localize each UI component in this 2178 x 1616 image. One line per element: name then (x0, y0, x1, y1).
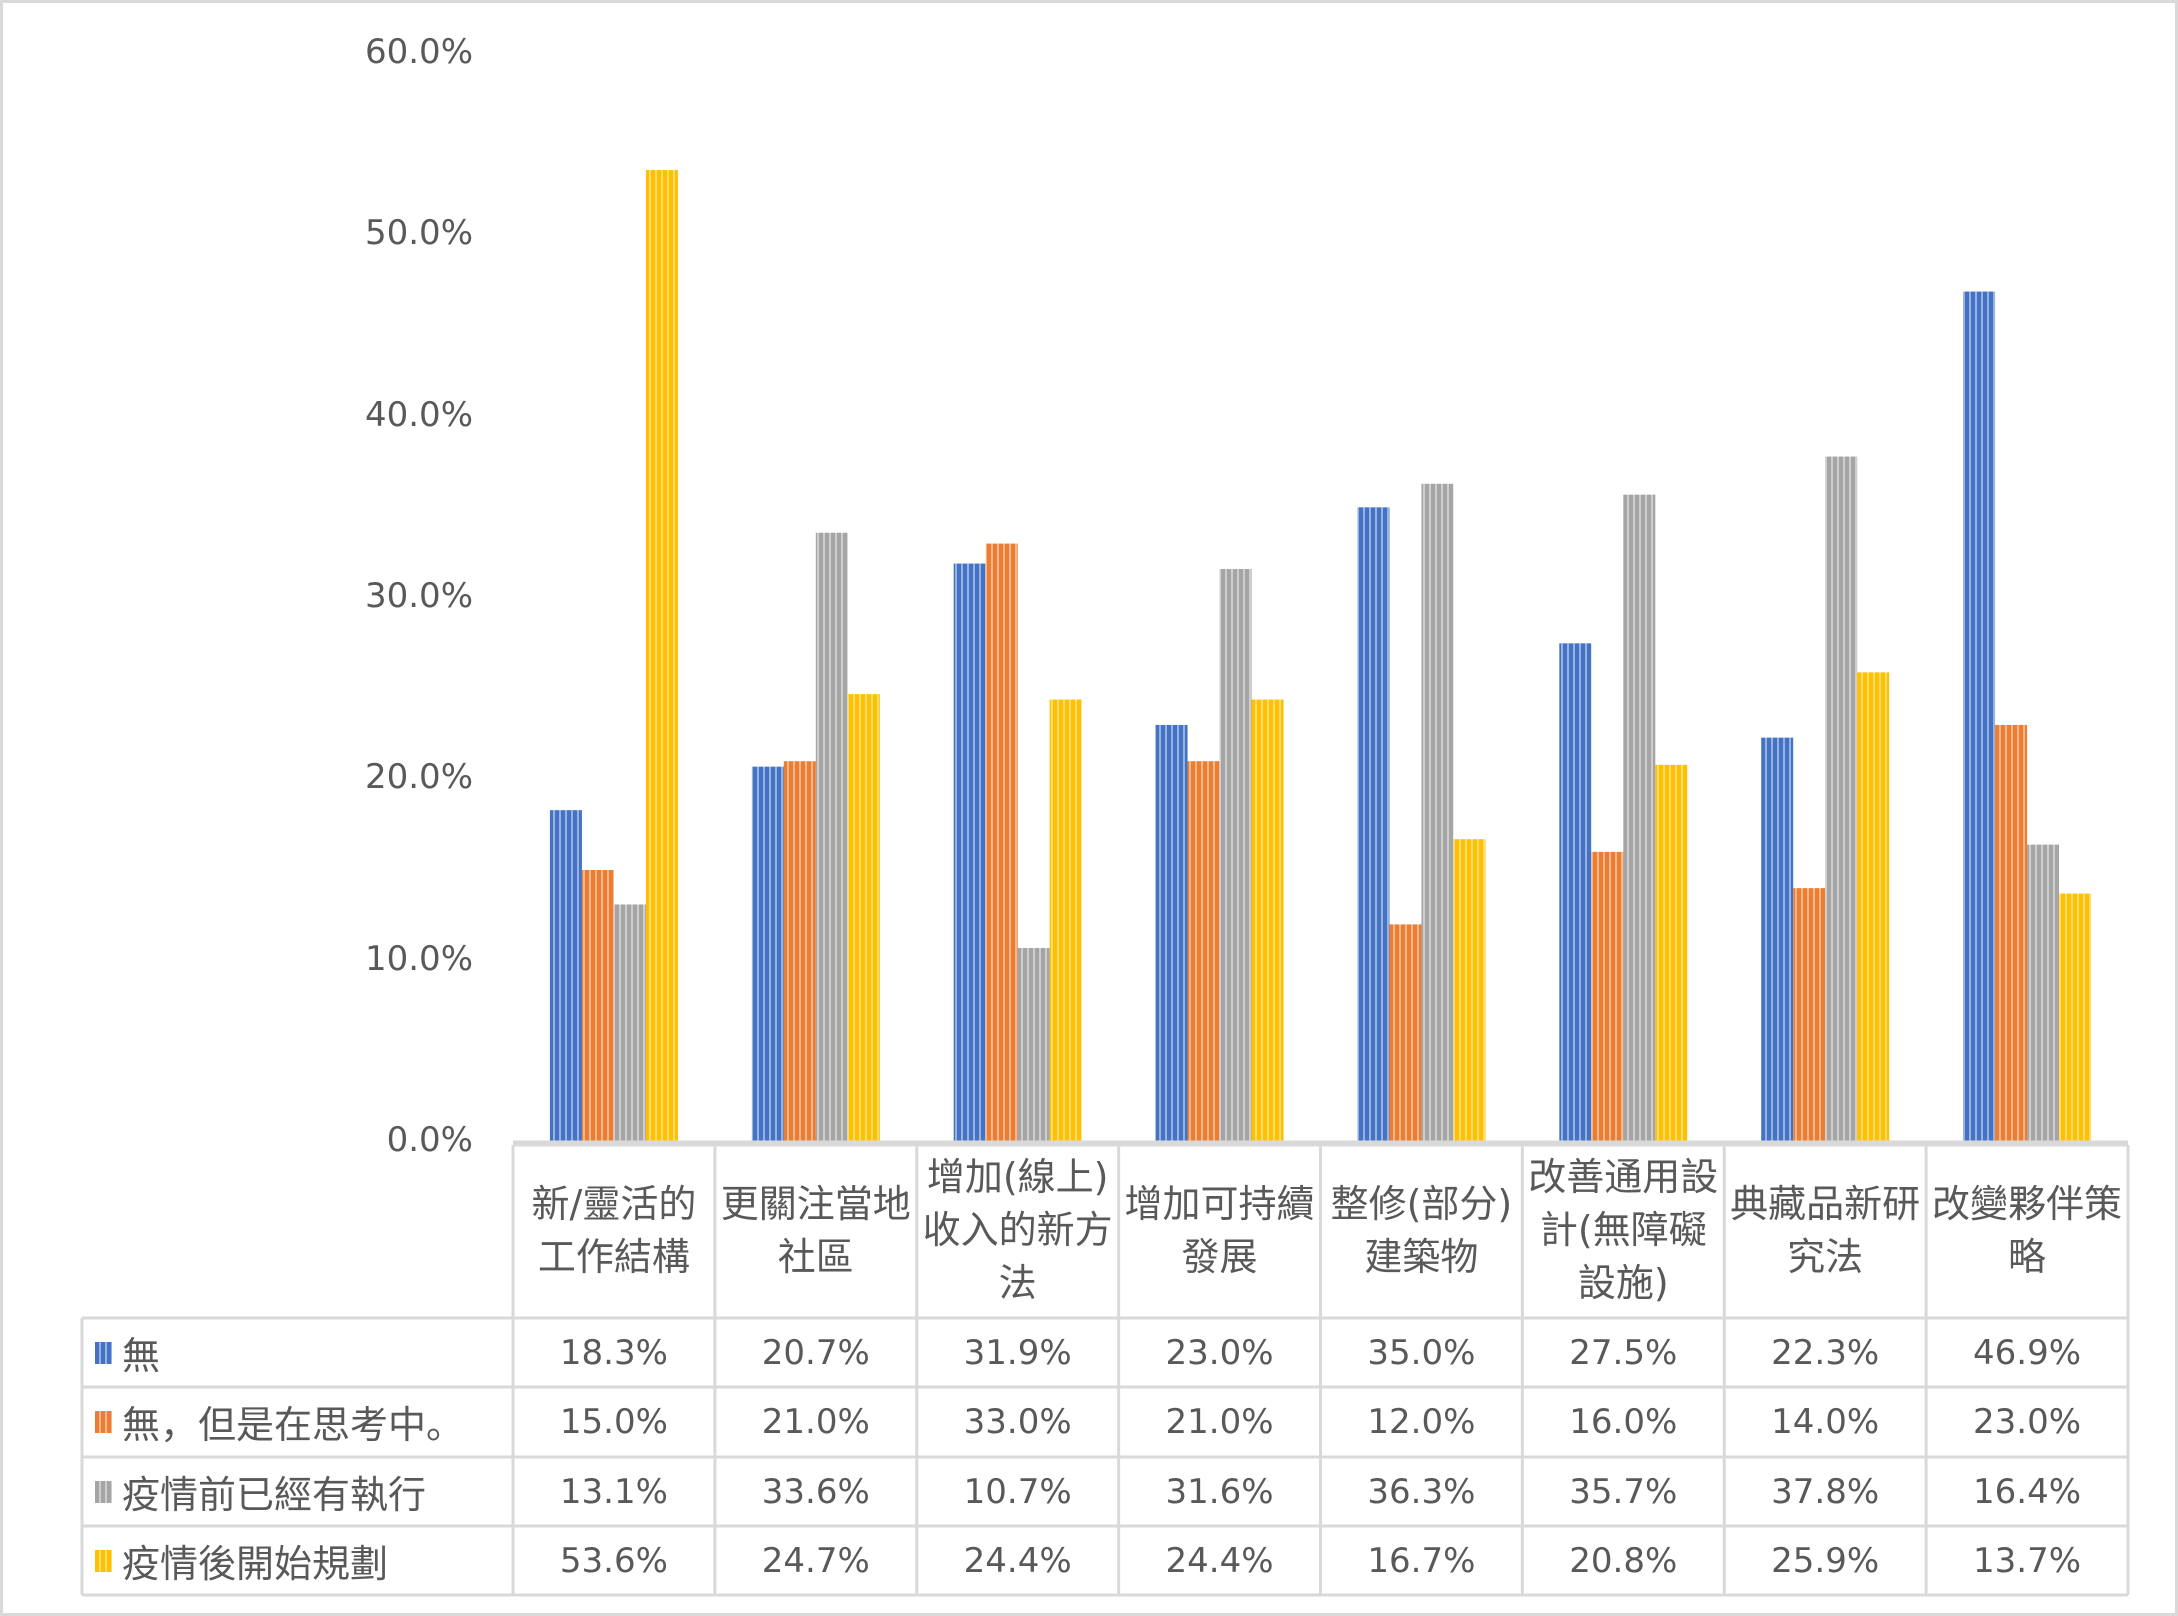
bar (1219, 568, 1252, 1142)
bar (1421, 483, 1454, 1142)
data-label: 31.6% (1165, 1471, 1274, 1512)
bar (847, 694, 880, 1142)
bar (1357, 507, 1390, 1142)
category-label: 改善通用設計(無障礙設施) (1528, 1155, 1719, 1305)
data-label: 35.7% (1569, 1471, 1678, 1512)
data-label: 36.3% (1367, 1471, 1476, 1512)
bar (1017, 947, 1050, 1142)
y-tick-label: 30.0% (364, 576, 473, 616)
data-label: 20.8% (1569, 1540, 1678, 1581)
bar (613, 904, 646, 1142)
data-label: 13.7% (1973, 1540, 2082, 1581)
legend-label: 無，但是在思考中。 (122, 1403, 465, 1447)
bar (549, 810, 582, 1142)
legend-swatch (95, 1341, 112, 1364)
data-label: 10.7% (963, 1471, 1072, 1512)
data-label: 16.0% (1569, 1401, 1678, 1442)
data-label: 15.0% (559, 1401, 668, 1442)
data-label: 21.0% (1165, 1401, 1274, 1442)
bar (2059, 893, 2092, 1142)
legend-label: 無 (122, 1334, 161, 1378)
data-label: 37.8% (1771, 1471, 1880, 1512)
legend-swatch (95, 1549, 112, 1572)
data-label: 21.0% (761, 1401, 870, 1442)
data-label: 46.9% (1973, 1332, 2082, 1373)
data-label: 24.4% (1165, 1540, 1274, 1581)
chart-plot (80, 170, 2130, 1597)
data-label: 12.0% (1367, 1401, 1476, 1442)
data-label: 24.7% (761, 1540, 870, 1581)
legend-swatch (95, 1410, 112, 1433)
data-label: 23.0% (1973, 1401, 2082, 1442)
bar (1655, 764, 1688, 1142)
data-label: 13.1% (559, 1471, 668, 1512)
data-label: 16.4% (1973, 1471, 2082, 1512)
data-label: 23.0% (1165, 1332, 1274, 1373)
bar (953, 563, 986, 1142)
y-tick-label: 40.0% (364, 394, 473, 435)
y-tick-label: 50.0% (364, 213, 473, 254)
legend-entry: 無 (95, 1318, 160, 1387)
bar (1995, 724, 2028, 1142)
bar (581, 870, 614, 1142)
data-label: 33.0% (963, 1401, 1072, 1442)
bar (985, 543, 1018, 1142)
bar (1453, 839, 1486, 1142)
category-label: 典藏品新研究法 (1730, 1181, 1921, 1279)
bar (1389, 924, 1422, 1142)
data-label: 33.6% (761, 1471, 870, 1512)
data-label: 31.9% (963, 1332, 1072, 1373)
data-label: 25.9% (1771, 1540, 1880, 1581)
bar (1049, 699, 1082, 1142)
data-label: 14.0% (1771, 1401, 1880, 1442)
data-label: 27.5% (1569, 1332, 1678, 1373)
y-tick-label: 0.0% (386, 1120, 473, 1160)
legend-entry: 疫情前已經有執行 (95, 1457, 426, 1526)
y-tick-label: 20.0% (364, 757, 473, 798)
bar (1187, 761, 1220, 1142)
category-label: 整修(部分)建築物 (1330, 1181, 1513, 1279)
bar (1761, 737, 1794, 1142)
bar (1155, 724, 1188, 1142)
bar (1793, 888, 1826, 1142)
data-label: 20.7% (761, 1332, 870, 1373)
y-tick-label: 60.0% (364, 32, 473, 72)
category-label: 增加(線上)收入的新方法 (922, 1155, 1113, 1305)
bar (2027, 844, 2060, 1142)
y-tick-label: 10.0% (364, 938, 473, 979)
legend-label: 疫情前已經有執行 (122, 1473, 427, 1517)
data-label: 35.0% (1367, 1332, 1476, 1373)
bar (1825, 456, 1858, 1142)
legend-entry: 疫情後開始規劃 (95, 1526, 388, 1595)
data-label: 24.4% (963, 1540, 1072, 1581)
bar (1591, 851, 1624, 1142)
legend-label: 疫情後開始規劃 (122, 1542, 389, 1586)
data-label: 18.3% (559, 1332, 668, 1373)
category-label: 更關注當地社區 (720, 1181, 911, 1279)
category-label: 增加可持續發展 (1124, 1181, 1315, 1279)
data-label: 53.6% (559, 1540, 668, 1581)
bar (1559, 643, 1592, 1142)
category-label: 新/靈活的工作結構 (531, 1181, 697, 1279)
bar (645, 170, 678, 1142)
bar (783, 761, 816, 1142)
data-label: 16.7% (1367, 1540, 1476, 1581)
legend-entry: 無，但是在思考中。 (95, 1387, 464, 1456)
data-label: 22.3% (1771, 1332, 1880, 1373)
bar (1963, 291, 1996, 1143)
legend-swatch (95, 1480, 112, 1503)
bar (1623, 494, 1656, 1142)
bar (1857, 672, 1890, 1142)
category-label: 改變夥伴策略 (1932, 1181, 2123, 1279)
bar (815, 532, 848, 1142)
bar (751, 766, 784, 1142)
bar (1251, 699, 1284, 1142)
